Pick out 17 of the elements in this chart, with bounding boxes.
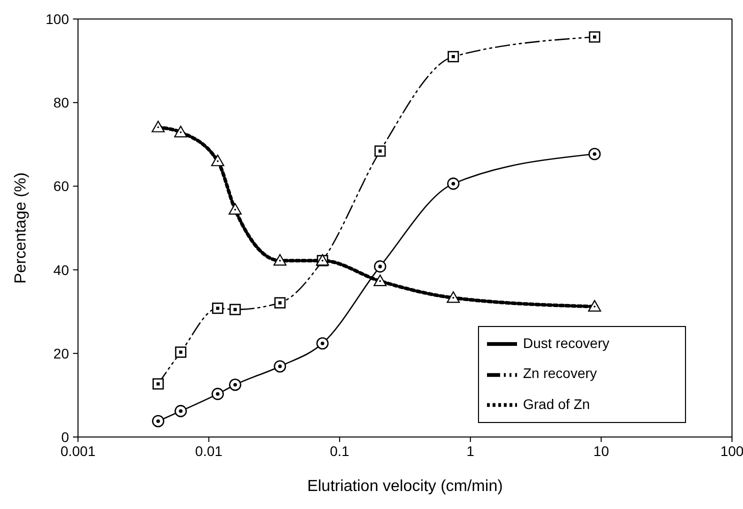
- legend-label: Dust recovery: [523, 335, 610, 351]
- y-axis-title: Percentage (%): [12, 172, 30, 284]
- legend-label: Grad of Zn: [523, 396, 590, 412]
- y-tick-label: 100: [46, 10, 70, 27]
- y-tick-label: 80: [53, 94, 70, 111]
- x-tick-label: 1: [466, 442, 474, 459]
- x-tick-label: 100: [720, 442, 743, 459]
- y-tick-label: 40: [53, 262, 70, 278]
- x-tick-label: 10: [593, 442, 610, 459]
- x-tick-label: 0.01: [195, 442, 223, 459]
- x-axis-title: Elutriation velocity (cm/min): [307, 478, 503, 495]
- y-tick-label: 20: [53, 345, 70, 362]
- x-tick-label: 0.001: [60, 442, 96, 459]
- y-tick-label: 60: [53, 178, 70, 194]
- x-tick-label: 0.1: [330, 442, 350, 459]
- y-tick-label: 0: [61, 428, 70, 445]
- legend-label: Zn recovery: [523, 365, 597, 382]
